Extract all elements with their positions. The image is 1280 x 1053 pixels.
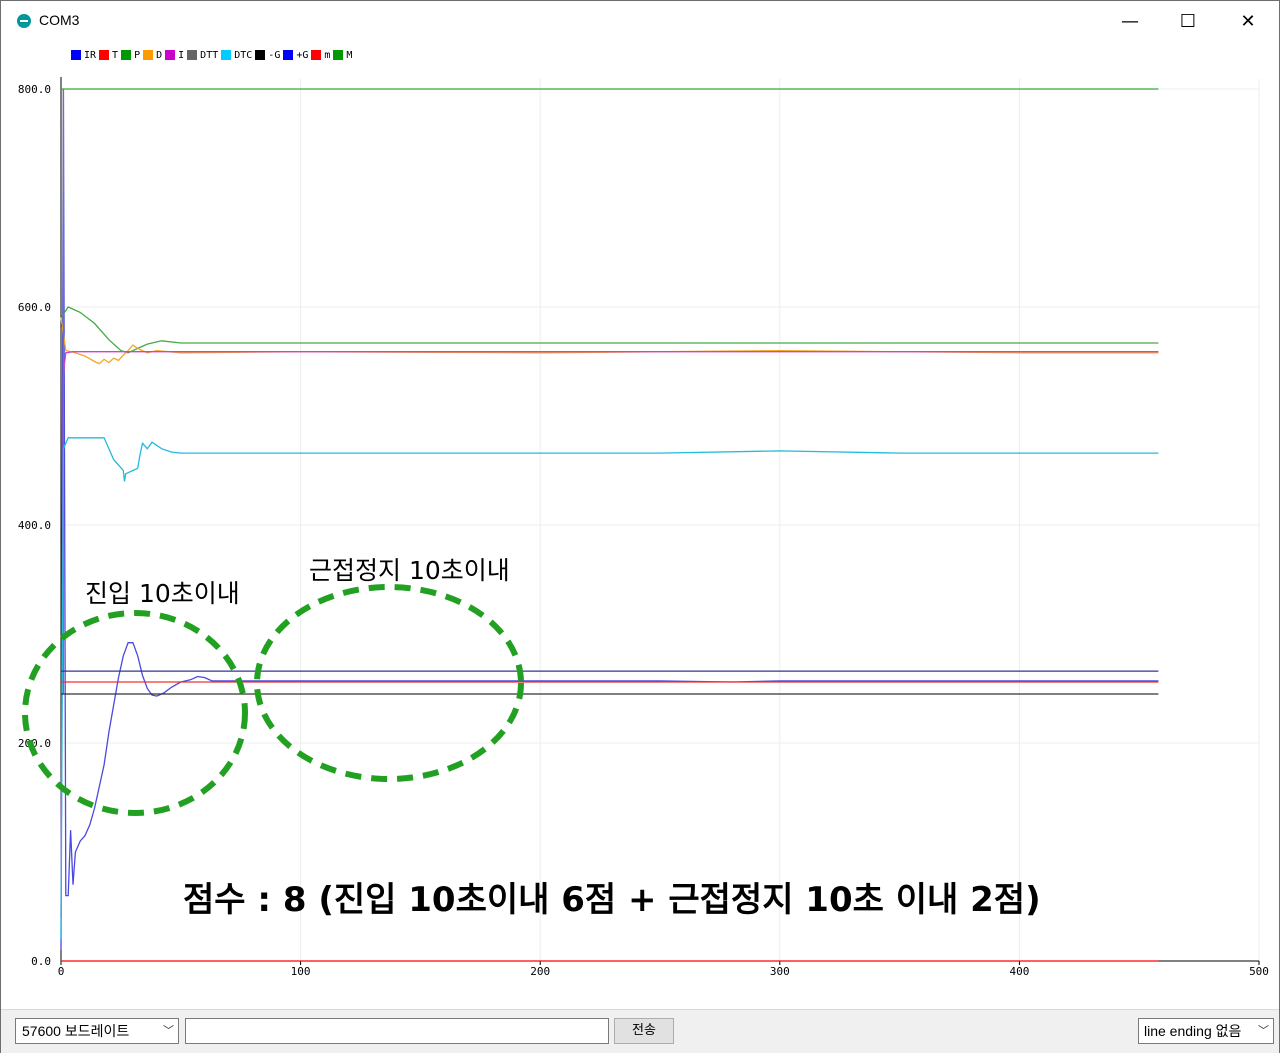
legend-label: P	[134, 49, 141, 61]
x-tick-label: 0	[58, 965, 65, 978]
baud-rate-value: 57600 보드레이트	[22, 1023, 130, 1039]
minimize-icon[interactable]: —	[1121, 10, 1139, 32]
y-tick-label: 600.0	[18, 301, 51, 314]
legend-label: M	[346, 49, 353, 61]
baud-rate-select[interactable]: 57600 보드레이트 ﹀	[15, 1018, 179, 1044]
y-tick-label: 400.0	[18, 519, 51, 532]
legend-item: +G	[283, 50, 308, 61]
legend-swatch	[187, 50, 198, 60]
legend-item: P	[121, 50, 140, 61]
y-tick-label: 800.0	[18, 83, 51, 96]
legend-item: T	[99, 50, 118, 61]
close-icon[interactable]: ✕	[1240, 10, 1256, 32]
legend-item: -G	[255, 50, 280, 61]
legend-label: D	[156, 49, 163, 61]
x-tick-label: 300	[770, 965, 790, 978]
plot-area: 0 100 200 300 400 500 0.0 200.0 400.0 600.0 800.0 진…	[1, 41, 1279, 1009]
legend-label: T	[112, 49, 119, 61]
legend-item: DTT	[187, 50, 218, 61]
entry-highlight-ellipse	[22, 610, 248, 816]
score-annotation: 점수 : 8 (진입 10초이내 6점 + 근접정지 10초 이내 2점)	[183, 880, 1041, 920]
series-line-I	[60, 351, 1159, 918]
legend-label: DTT	[200, 49, 219, 61]
legend-label: I	[178, 49, 185, 61]
bottom-toolbar: 57600 보드레이트 ﹀ 전송 line ending 없음 ﹀	[1, 1009, 1279, 1053]
series-line-DTC	[60, 437, 1159, 940]
window-title: COM3	[39, 12, 80, 28]
legend: IR T P D I DTT DTC -G +G m M	[71, 48, 355, 62]
legend-item: IR	[71, 50, 96, 61]
legend-swatch	[143, 50, 154, 60]
legend-item: M	[333, 50, 352, 61]
legend-label: DTC	[234, 49, 253, 61]
y-tick-label: 0.0	[31, 955, 51, 968]
serial-input[interactable]	[185, 1018, 609, 1044]
line-chart: 0 100 200 300 400 500 0.0 200.0 400.0 600.0 800.0 진…	[18, 77, 1269, 978]
legend-item: DTC	[221, 50, 252, 61]
send-button[interactable]: 전송	[614, 1018, 674, 1044]
legend-label: +G	[296, 49, 309, 61]
x-tick-label: 100	[291, 965, 311, 978]
series-line-D	[60, 317, 1159, 365]
legend-item: m	[311, 50, 330, 61]
series-line-IR	[60, 88, 1159, 951]
legend-swatch	[121, 50, 132, 60]
legend-item: D	[143, 50, 162, 61]
legend-item: I	[165, 50, 184, 61]
chevron-down-icon: ﹀	[1258, 1025, 1269, 1037]
legend-swatch	[255, 50, 266, 60]
legend-label: -G	[268, 49, 281, 61]
chevron-down-icon: ﹀	[163, 1025, 174, 1037]
stop-highlight-ellipse	[254, 584, 524, 782]
series-line-P	[60, 306, 1159, 354]
x-tick-label: 400	[1009, 965, 1029, 978]
legend-swatch	[311, 50, 322, 60]
line-ending-value: line ending 없음	[1144, 1023, 1242, 1039]
maximize-icon[interactable]: ☐	[1179, 10, 1197, 32]
legend-swatch	[221, 50, 232, 60]
title-bar: COM3 — ☐ ✕	[1, 1, 1279, 41]
legend-swatch	[283, 50, 294, 60]
x-tick-label: 200	[530, 965, 550, 978]
legend-swatch	[333, 50, 344, 60]
legend-swatch	[71, 50, 81, 60]
stop-annotation: 근접정지 10초이내	[309, 556, 510, 585]
legend-label: m	[324, 49, 331, 61]
arduino-icon	[17, 14, 31, 28]
legend-label: IR	[84, 49, 97, 61]
y-tick-label: 200.0	[18, 737, 51, 750]
legend-swatch	[99, 50, 110, 60]
line-ending-select[interactable]: line ending 없음 ﹀	[1138, 1018, 1274, 1044]
x-tick-label: 500	[1249, 965, 1269, 978]
legend-swatch	[165, 50, 176, 60]
entry-annotation: 진입 10초이내	[85, 579, 240, 608]
